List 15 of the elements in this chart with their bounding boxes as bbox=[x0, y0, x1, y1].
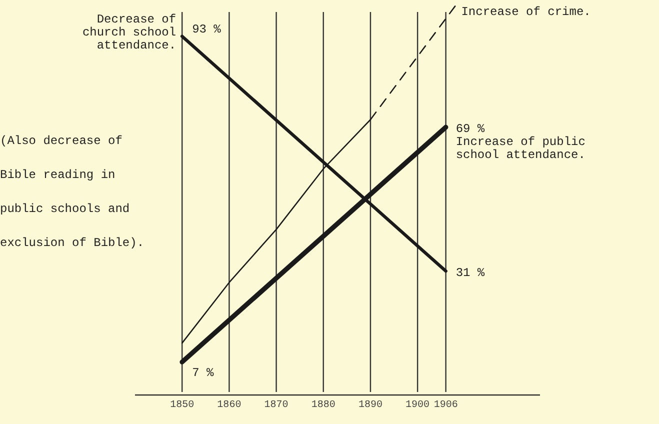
x-tick-label: 1850 bbox=[170, 400, 194, 411]
data-label: 93 % bbox=[192, 22, 222, 36]
x-tick-label: 1880 bbox=[311, 400, 336, 411]
series-label: Increase of public school attendance. bbox=[456, 135, 586, 162]
x-tick-label: 1870 bbox=[264, 400, 288, 411]
x-tick-label: 1900 bbox=[406, 400, 430, 411]
x-tick-label: 1906 bbox=[434, 400, 458, 411]
data-label: 7 % bbox=[192, 366, 214, 380]
data-label: 69 % bbox=[456, 122, 486, 136]
x-tick-label: 1890 bbox=[358, 400, 382, 411]
x-tick-label: 1860 bbox=[217, 400, 242, 411]
series-label: Increase of crime. bbox=[461, 5, 591, 19]
series-label: Decrease of church school attendance. bbox=[82, 12, 176, 52]
text: (Also decrease of Bible reading in public schools and exclusion of Bible). bbox=[0, 134, 144, 250]
data-label: 31 % bbox=[456, 266, 486, 280]
